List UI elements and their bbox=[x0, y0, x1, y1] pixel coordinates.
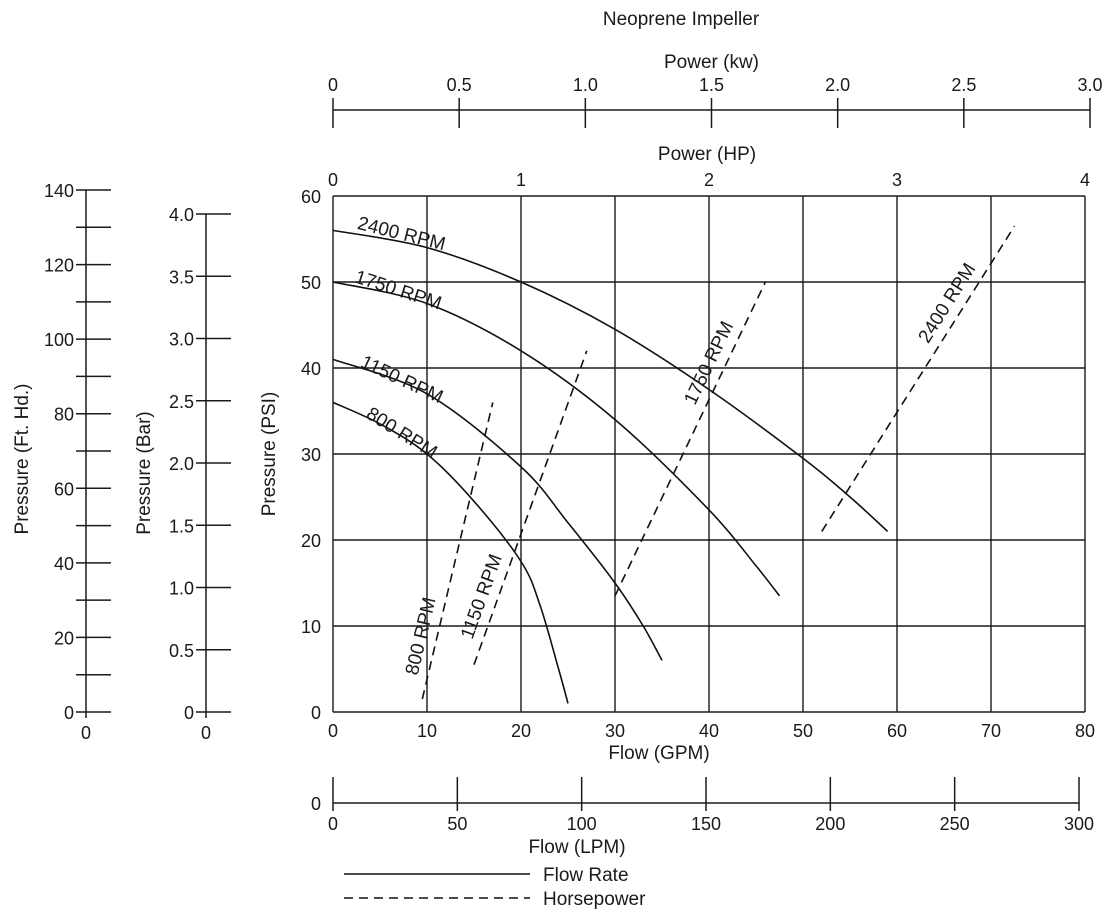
y-tick-label: 30 bbox=[301, 445, 321, 465]
x-axis-title: Flow (GPM) bbox=[608, 743, 709, 764]
kw-tick-label: 1.0 bbox=[573, 75, 598, 95]
flow-curve-1750-rpm bbox=[332, 281, 781, 597]
lpm-zero-label: 0 bbox=[311, 794, 321, 814]
bar-tick-label: 0 bbox=[184, 703, 194, 723]
hp-line-2400-rpm bbox=[821, 225, 1016, 532]
lpm-tick-label: 0 bbox=[328, 814, 338, 834]
hp-line-label: 1150 RPM bbox=[457, 552, 507, 642]
x-tick-label: 10 bbox=[417, 721, 437, 741]
x-tick-label: 80 bbox=[1075, 721, 1095, 741]
hp-line-label: 800 RPM bbox=[402, 595, 441, 677]
hp-tick-label: 4 bbox=[1080, 170, 1090, 190]
lpm-tick-label: 50 bbox=[447, 814, 467, 834]
hp-tick-label: 2 bbox=[704, 170, 714, 190]
lpm-axis-title: Flow (LPM) bbox=[528, 837, 625, 858]
bar-tick-label: 1.0 bbox=[169, 579, 194, 599]
x-tick-label: 60 bbox=[887, 721, 907, 741]
chart-legend: Flow Rate Horsepower bbox=[344, 865, 646, 910]
ft-tick-label: 140 bbox=[44, 181, 74, 201]
x-tick-label: 20 bbox=[511, 721, 531, 741]
plot-grid bbox=[332, 195, 1086, 713]
lpm-tick-label: 300 bbox=[1064, 814, 1094, 834]
lpm-tick-label: 100 bbox=[567, 814, 597, 834]
bar-axis-title: Pressure (Bar) bbox=[134, 411, 155, 535]
kw-axis-title: Power (kw) bbox=[664, 52, 759, 73]
flow-curve-1150-rpm bbox=[332, 358, 663, 661]
y-axis-title: Pressure (PSI) bbox=[259, 392, 280, 517]
bar-tick-label: 3.0 bbox=[169, 330, 194, 350]
ft-tick-label: 20 bbox=[54, 628, 74, 648]
hp-tick-label: 3 bbox=[892, 170, 902, 190]
kw-tick-label: 2.0 bbox=[825, 75, 850, 95]
kw-tick-label: 2.5 bbox=[951, 75, 976, 95]
bar-tick-label: 4.0 bbox=[169, 205, 194, 225]
y-tick-label: 20 bbox=[301, 531, 321, 551]
hp-tick-label: 0 bbox=[328, 170, 338, 190]
lpm-tick-label: 200 bbox=[815, 814, 845, 834]
ft-axis-title: Pressure (Ft. Hd.) bbox=[12, 384, 33, 535]
ft-tick-label: 80 bbox=[54, 405, 74, 425]
x-tick-label: 70 bbox=[981, 721, 1001, 741]
chart-series bbox=[332, 225, 1016, 704]
hp-line-label: 2400 RPM bbox=[915, 260, 981, 347]
bar-origin-label: 0 bbox=[201, 723, 211, 743]
kw-tick-label: 0.5 bbox=[447, 75, 472, 95]
bar-tick-label: 0.5 bbox=[169, 641, 194, 661]
x-tick-label: 50 bbox=[793, 721, 813, 741]
bar-tick-label: 3.5 bbox=[169, 267, 194, 287]
x-tick-label: 0 bbox=[328, 721, 338, 741]
hp-line-1150-rpm bbox=[473, 350, 588, 665]
legend-label: Flow Rate bbox=[543, 865, 629, 886]
bar-tick-label: 2.0 bbox=[169, 454, 194, 474]
y-tick-label: 10 bbox=[301, 617, 321, 637]
lpm-tick-label: 250 bbox=[940, 814, 970, 834]
y-tick-label: 60 bbox=[301, 187, 321, 207]
ft-origin-label: 0 bbox=[81, 723, 91, 743]
x-tick-label: 40 bbox=[699, 721, 719, 741]
y-tick-label: 40 bbox=[301, 359, 321, 379]
hp-tick-label: 1 bbox=[516, 170, 526, 190]
y-tick-label: 50 bbox=[301, 273, 321, 293]
ft-tick-label: 100 bbox=[44, 330, 74, 350]
flow-curve-label: 1750 RPM bbox=[352, 267, 444, 315]
hp-axis-title: Power (HP) bbox=[658, 144, 756, 165]
ft-tick-label: 0 bbox=[64, 703, 74, 723]
chart-title: Neoprene Impeller bbox=[603, 9, 760, 30]
y-tick-label: 0 bbox=[311, 703, 321, 723]
legend-label: Horsepower bbox=[543, 889, 646, 910]
bar-tick-label: 1.5 bbox=[169, 516, 194, 536]
ft-tick-label: 60 bbox=[54, 479, 74, 499]
flow-curve-800-rpm bbox=[332, 401, 569, 704]
hp-line-800-rpm bbox=[421, 402, 494, 700]
flow-curve-label: 1150 RPM bbox=[357, 352, 446, 408]
ft-tick-label: 120 bbox=[44, 256, 74, 276]
bar-tick-label: 2.5 bbox=[169, 392, 194, 412]
flow-curve-label: 2400 RPM bbox=[355, 213, 447, 255]
lpm-tick-label: 150 bbox=[691, 814, 721, 834]
kw-tick-label: 0 bbox=[328, 75, 338, 95]
hp-line-1750-rpm bbox=[614, 281, 767, 597]
ft-tick-label: 40 bbox=[54, 554, 74, 574]
flow-curve-2400-rpm bbox=[332, 229, 889, 532]
x-tick-label: 30 bbox=[605, 721, 625, 741]
kw-tick-label: 1.5 bbox=[699, 75, 724, 95]
kw-tick-label: 3.0 bbox=[1077, 75, 1102, 95]
